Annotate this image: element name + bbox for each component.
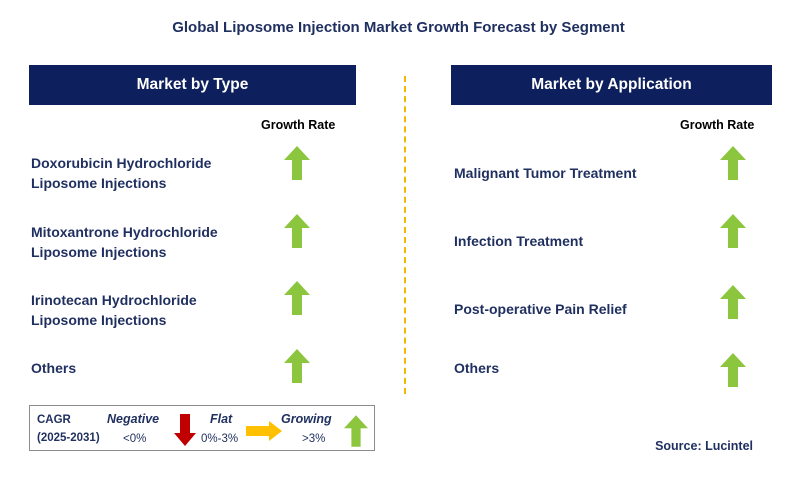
type-item-doxorubicin: Doxorubicin Hydrochloride Liposome Injec… (31, 153, 211, 193)
type-item-label-line1: Mitoxantrone Hydrochloride (31, 224, 218, 240)
type-item-others: Others (31, 358, 76, 378)
market-by-type-header: Market by Type (29, 65, 356, 105)
growing-arrow-icon (284, 349, 310, 383)
market-by-application-header: Market by Application (451, 65, 772, 105)
source-note: Source: Lucintel (655, 439, 753, 453)
type-item-label-line1: Others (31, 360, 77, 376)
legend-growing-range: >3% (302, 433, 326, 445)
growing-up-arrow-icon (344, 415, 368, 447)
application-item-malignant-tumor: Malignant Tumor Treatment (454, 165, 637, 181)
type-item-mitoxantrone: Mitoxantrone Hydrochloride Liposome Inje… (31, 222, 218, 262)
legend-negative-label: Negative (107, 412, 160, 426)
left-growth-rate-label: Growth Rate (261, 118, 336, 132)
legend-negative-range: <0% (123, 433, 147, 445)
growing-arrow-icon (284, 281, 310, 315)
negative-down-arrow-icon (174, 414, 196, 446)
application-item-infection: Infection Treatment (454, 233, 584, 249)
legend-period: (2025-2031) (37, 432, 100, 444)
application-item-others: Others (454, 360, 500, 376)
legend-growing-label: Growing (281, 412, 332, 426)
right-growth-rate-label: Growth Rate (680, 118, 755, 132)
growing-arrow-icon (720, 214, 746, 248)
cagr-legend: CAGR (2025-2031) Negative <0% Flat 0%-3%… (29, 405, 375, 451)
market-by-application-header-label: Market by Application (531, 76, 692, 93)
legend-cagr-label: CAGR (37, 414, 71, 426)
panel-divider (404, 76, 406, 394)
type-item-label-line1: Doxorubicin Hydrochloride (31, 155, 212, 171)
growing-arrow-icon (720, 285, 746, 319)
flat-right-arrow-icon (246, 421, 282, 441)
legend-flat-label: Flat (210, 412, 233, 426)
growing-arrow-icon (720, 146, 746, 180)
type-item-label-line2: Liposome Injections (31, 312, 167, 328)
market-by-type-header-label: Market by Type (136, 76, 249, 93)
growing-arrow-icon (284, 214, 310, 248)
growing-arrow-icon (284, 146, 310, 180)
type-item-irinotecan: Irinotecan Hydrochloride Liposome Inject… (31, 290, 197, 330)
growing-arrow-icon (720, 353, 746, 387)
legend-flat-range: 0%-3% (201, 433, 239, 445)
application-item-pain-relief: Post-operative Pain Relief (454, 301, 627, 317)
type-item-label-line2: Liposome Injections (31, 175, 167, 191)
type-item-label-line1: Irinotecan Hydrochloride (31, 292, 197, 308)
page-title: Global Liposome Injection Market Growth … (172, 19, 625, 36)
type-item-label-line2: Liposome Injections (31, 244, 167, 260)
